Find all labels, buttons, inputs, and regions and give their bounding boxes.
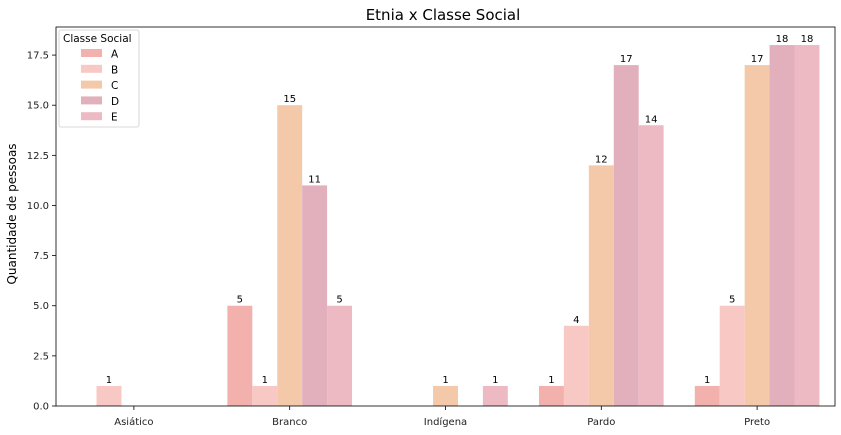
legend-title: Classe Social (63, 33, 132, 45)
x-ticks-group: Asiático Branco Indígena Pardo Preto (114, 406, 770, 428)
y-tick-label: 12.5 (27, 151, 49, 162)
chart-title: Etnia x Classe Social (366, 6, 521, 24)
data-label-D-4: 18 (776, 34, 789, 45)
bar-E-2 (482, 385, 508, 406)
legend-swatch-A (81, 49, 102, 57)
bar-D-1 (302, 185, 328, 406)
bar-B-3 (563, 325, 589, 406)
plot-frame (55, 26, 836, 407)
data-label-A-4: 1 (704, 375, 710, 386)
bar-C-1 (277, 105, 303, 407)
data-label-E-4: 18 (801, 34, 814, 45)
data-label-D-3: 17 (620, 54, 633, 65)
y-tick-label: 5.0 (33, 301, 49, 312)
legend-label-D: D (111, 96, 119, 108)
data-label-A-3: 1 (548, 375, 554, 386)
bar-B-4 (719, 305, 745, 406)
data-label-B-3: 4 (573, 315, 579, 326)
legend-label-C: C (111, 80, 118, 92)
bar-D-4 (769, 45, 795, 407)
data-label-C-3: 12 (595, 154, 608, 165)
y-tick-label: 2.5 (33, 351, 49, 362)
x-tick-label: Preto (744, 417, 770, 428)
bar-C-3 (588, 165, 614, 406)
bar-E-3 (638, 125, 664, 406)
bar-D-3 (613, 65, 639, 406)
data-label-A-1: 5 (237, 295, 243, 306)
legend-label-B: B (111, 64, 118, 76)
y-ticks-group: 0.0 2.5 5.0 7.5 10.0 12.5 15.0 17.5 (27, 51, 56, 413)
y-tick-label: 10.0 (27, 201, 49, 212)
data-label-C-4: 17 (751, 54, 764, 65)
y-tick-label: 7.5 (33, 251, 49, 262)
data-label-B-1: 1 (262, 375, 268, 386)
y-axis-label: Quantidade de pessoas (5, 143, 19, 284)
y-tick-label: 0.0 (33, 402, 49, 413)
y-tick-label: 17.5 (27, 51, 49, 62)
x-tick-label: Pardo (587, 417, 615, 428)
data-label-B-0: 1 (106, 375, 112, 386)
data-label-C-2: 1 (442, 375, 448, 386)
y-tick-label: 15.0 (27, 101, 49, 112)
data-label-E-1: 5 (336, 295, 342, 306)
bar-B-0 (96, 385, 122, 406)
data-label-E-2: 1 (492, 375, 498, 386)
bar-B-1 (252, 385, 278, 406)
bar-A-1 (227, 305, 253, 406)
legend-label-A: A (111, 49, 119, 61)
legend-box (58, 29, 140, 128)
legend-swatch-E (81, 112, 102, 121)
legend-swatch-B (81, 64, 102, 73)
bar-E-1 (327, 305, 353, 406)
data-label-B-4: 5 (729, 295, 735, 306)
data-label-D-1: 11 (308, 174, 321, 185)
bar-A-4 (694, 385, 720, 406)
legend-label-E: E (111, 112, 118, 124)
bar-A-3 (538, 385, 564, 406)
x-tick-label: Asiático (114, 416, 153, 428)
data-label-C-1: 15 (283, 94, 296, 105)
x-tick-label: Branco (272, 417, 307, 428)
bar-C-2 (433, 385, 458, 406)
bar-C-4 (744, 65, 770, 406)
x-tick-label: Indígena (424, 416, 467, 428)
legend-swatch-C (81, 80, 102, 89)
legend-swatch-D (81, 96, 102, 105)
bar-E-4 (794, 45, 820, 407)
data-label-E-3: 14 (645, 114, 658, 125)
